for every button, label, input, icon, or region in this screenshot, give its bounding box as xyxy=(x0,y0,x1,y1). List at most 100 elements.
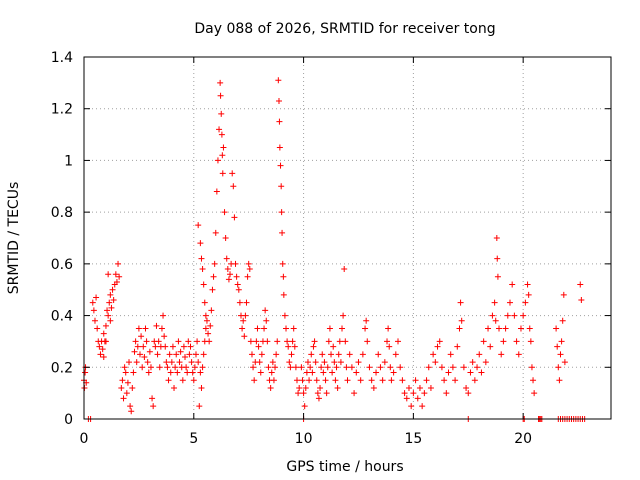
data-point xyxy=(280,273,287,280)
data-point xyxy=(270,377,277,384)
data-point xyxy=(494,273,501,280)
data-point xyxy=(524,281,531,288)
data-point xyxy=(379,377,386,384)
data-point xyxy=(147,364,154,371)
data-point xyxy=(243,299,250,306)
data-point xyxy=(485,325,492,332)
data-point xyxy=(531,390,538,397)
data-point xyxy=(131,348,138,355)
data-point xyxy=(509,281,516,288)
data-point xyxy=(129,384,136,391)
data-point xyxy=(221,209,228,216)
points-layer xyxy=(81,77,588,422)
data-point xyxy=(195,359,202,366)
data-point xyxy=(280,291,287,298)
data-point xyxy=(366,364,373,371)
data-point xyxy=(272,364,279,371)
data-point xyxy=(299,377,306,384)
data-point xyxy=(205,330,212,337)
data-point xyxy=(412,377,419,384)
data-point xyxy=(291,343,298,350)
data-point xyxy=(185,338,192,345)
data-point xyxy=(317,384,324,391)
data-point xyxy=(174,369,181,376)
data-point xyxy=(511,312,518,319)
data-point xyxy=(135,325,142,332)
data-point xyxy=(94,325,101,332)
data-point xyxy=(306,377,313,384)
data-point xyxy=(342,338,349,345)
data-point xyxy=(175,338,182,345)
data-point xyxy=(177,348,184,355)
data-point xyxy=(97,351,104,358)
data-point xyxy=(110,297,117,304)
data-point xyxy=(492,317,499,324)
data-point xyxy=(105,312,112,319)
data-point xyxy=(241,333,248,340)
data-point xyxy=(577,281,584,288)
data-point xyxy=(188,359,195,366)
data-point xyxy=(430,351,437,358)
data-point xyxy=(377,364,384,371)
data-point xyxy=(182,353,189,360)
data-point xyxy=(478,369,485,376)
data-point xyxy=(235,286,242,293)
data-point xyxy=(285,343,292,350)
y-axis-title: SRMTID / TECUs xyxy=(6,182,22,295)
x-tick-label: 10 xyxy=(295,431,313,447)
data-point xyxy=(368,377,375,384)
data-point xyxy=(126,359,133,366)
x-tick-label: 15 xyxy=(404,431,422,447)
data-point xyxy=(258,351,265,358)
data-point xyxy=(419,403,426,410)
data-point xyxy=(339,325,346,332)
data-point xyxy=(293,377,300,384)
data-point xyxy=(183,364,190,371)
x-tick-label: 0 xyxy=(80,431,89,447)
data-point xyxy=(353,369,360,376)
data-point xyxy=(375,351,382,358)
data-point xyxy=(190,377,197,384)
data-point xyxy=(231,214,238,221)
data-point xyxy=(482,359,489,366)
data-point xyxy=(553,325,560,332)
data-point xyxy=(145,369,152,376)
labels-layer: 0 0.2 0.4 0.6 0.8 1 1.2 1.4 0 5 10 15 20 xyxy=(51,50,532,447)
data-point xyxy=(253,338,260,345)
data-point xyxy=(283,325,290,332)
data-point xyxy=(328,351,335,358)
data-point xyxy=(279,260,286,267)
data-point xyxy=(120,395,127,402)
data-point xyxy=(264,338,271,345)
data-point xyxy=(194,338,201,345)
data-point xyxy=(222,235,229,241)
data-point xyxy=(139,364,146,371)
data-point xyxy=(199,266,206,273)
data-point xyxy=(432,359,439,366)
data-point xyxy=(458,317,465,324)
data-point xyxy=(209,286,216,293)
data-point xyxy=(274,338,281,345)
data-point xyxy=(240,317,247,324)
data-point xyxy=(363,317,370,324)
data-point xyxy=(517,325,524,332)
data-point xyxy=(156,364,163,371)
grid-layer xyxy=(84,57,611,419)
data-point xyxy=(392,351,399,358)
data-point xyxy=(142,325,149,332)
data-point xyxy=(154,351,161,358)
data-point xyxy=(452,377,459,384)
data-point xyxy=(89,299,96,306)
data-point xyxy=(425,364,432,371)
data-point xyxy=(130,369,137,376)
data-point xyxy=(93,294,100,301)
data-point xyxy=(333,364,340,371)
data-point xyxy=(313,377,320,384)
x-axis-title: GPS time / hours xyxy=(286,459,403,475)
data-point xyxy=(263,317,270,324)
data-point xyxy=(289,338,296,345)
data-point xyxy=(275,97,282,104)
data-point xyxy=(471,377,478,384)
data-point xyxy=(104,307,111,314)
data-point xyxy=(121,364,128,371)
